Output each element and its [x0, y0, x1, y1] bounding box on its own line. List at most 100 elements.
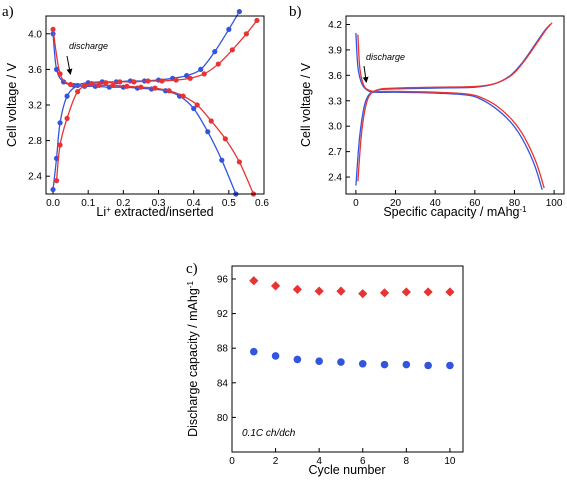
panel-b-y-tick-label: 3.9: [328, 45, 342, 56]
panel-b-x-tick-label: 20: [390, 198, 402, 209]
panel-a-data-point: [117, 79, 123, 85]
panel-c-diamond-point: [423, 287, 433, 297]
panel-b-series-line-charge: [355, 24, 551, 186]
panel-a-data-point: [57, 142, 63, 148]
panel-c-rate-annotation: 0.1C ch/dch: [242, 428, 296, 439]
panel-c-diamond-point: [401, 287, 411, 297]
panel-a-data-point: [68, 81, 74, 88]
panel-a-x-tick-label: 0.4: [187, 198, 201, 209]
panel-a-data-point: [138, 84, 144, 90]
panel-a-data-point: [194, 102, 200, 108]
panel-a-data-point: [254, 17, 260, 24]
panel-a-y-tick-label: 2.8: [28, 136, 42, 147]
panel-b-series-line-discharge: [355, 32, 543, 190]
panel-a-y-axis-title: Cell voltage / V: [5, 62, 19, 147]
panel-c-x-tick-label: 2: [273, 456, 279, 467]
panel-a-data-point: [50, 186, 56, 193]
panel-a-data-point: [166, 88, 172, 94]
panel-c-diamond-point: [358, 289, 368, 299]
panel-a-data-point: [184, 73, 190, 79]
panel-a-x-tick-label: 0.6: [255, 198, 269, 209]
panel-a-data-point: [191, 105, 197, 112]
panel-c-x-tick-label: 8: [404, 456, 410, 467]
panel-a-data-point: [215, 61, 221, 67]
panel-b-y-tick-label: 3.6: [328, 71, 342, 82]
panel-a-data-point: [219, 157, 225, 163]
panel-c-chart: c) 0 2 4 6 8 10 80 84 88 92 96 0.1C ch/dch Cycle n…: [186, 261, 464, 477]
panel-c-diamond-point: [292, 284, 302, 294]
panel-a-data-point: [159, 78, 165, 84]
panel-a-data-point: [152, 85, 158, 91]
panel-a-data-point: [205, 129, 211, 135]
panel-c-label: c): [186, 261, 198, 277]
panel-c-circle-point: [358, 359, 367, 368]
panel-a-y-tick-label: 3.2: [28, 101, 42, 112]
panel-a-data-point: [57, 120, 63, 126]
panel-c-circle-point: [380, 360, 389, 369]
panel-b-y-tick-label: 4.2: [328, 20, 342, 31]
panel-a-plot-frame: [45, 15, 265, 195]
panel-a-data-point: [243, 31, 250, 37]
panel-a-data-point: [60, 79, 67, 85]
panel-a-data-point: [208, 118, 214, 124]
panel-a-data-point: [187, 75, 193, 81]
panel-b-y-tick-label: 2.4: [328, 173, 342, 184]
panel-a-data-point: [236, 159, 242, 165]
panel-a-x-tick-label: 0.0: [46, 198, 60, 209]
panel-a-data-point: [212, 49, 218, 55]
panel-a-data-point: [198, 66, 204, 72]
panel-b-plot-frame: [345, 15, 565, 195]
panel-c-diamond-point: [336, 286, 346, 296]
panel-a-series-line-charge: [52, 11, 240, 190]
panel-a-discharge-annotation: discharge: [69, 41, 108, 51]
panel-c-y-tick-label: 88: [217, 344, 229, 355]
panel-c-x-axis-title: Cycle number: [308, 463, 385, 477]
panel-b-y-tick-label: 3.3: [328, 96, 342, 107]
panel-c-diamond-point: [379, 288, 390, 298]
panel-c-diamond-point: [249, 276, 259, 286]
panel-c-y-tick-label: 96: [217, 274, 229, 285]
panel-a-data-point: [50, 26, 56, 32]
panel-c-y-tick-label: 92: [217, 309, 229, 320]
panel-a-data-point: [103, 80, 109, 86]
panel-a-data-point: [53, 178, 60, 184]
panel-c-circle-point: [402, 360, 411, 369]
panel-a-y-tick-label: 2.4: [28, 172, 42, 183]
panel-a-data-point: [145, 78, 151, 84]
panel-b-x-tick-label: 40: [430, 198, 442, 209]
panel-a-data-point: [229, 47, 235, 53]
panel-a-x-tick-label: 0.2: [116, 198, 130, 209]
panel-a-x-tick-label: 0.5: [222, 198, 236, 209]
panel-a-data-point: [131, 79, 137, 85]
panel-a-discharge-arrow: [66, 55, 73, 75]
panel-a-data-point: [75, 89, 81, 95]
panel-c-y-tick-label: 80: [217, 413, 229, 424]
panel-c-x-tick-label: 10: [444, 456, 456, 467]
panel-b-y-axis-title: Cell voltage / V: [299, 62, 313, 147]
panel-b-x-tick-label: 80: [509, 198, 521, 209]
panel-c-diamond-point: [445, 287, 455, 297]
panel-c-y-tick-label: 84: [217, 378, 229, 389]
panel-a-data-point: [96, 82, 102, 89]
panel-c-circle-point: [315, 357, 323, 365]
panel-c-circle-point: [293, 355, 302, 364]
panel-c-diamond-point: [270, 281, 281, 291]
panel-a-data-point: [124, 83, 130, 89]
panel-a-x-tick-label: 0.1: [81, 198, 95, 209]
panel-b-discharge-arrow: [362, 65, 369, 83]
panel-a-chart: a) 0.0 0.1 0.2 0.3 0.4 0.5 0.62.42.83.23.64.0 …: [2, 4, 269, 219]
panel-b-discharge-annotation: discharge: [366, 52, 405, 62]
panel-b-series-line-discharge: [357, 34, 545, 189]
panel-a-data-point: [201, 71, 207, 77]
panel-c-x-tick-label: 0: [229, 456, 235, 467]
panel-a-x-tick-label: 0.3: [152, 198, 166, 209]
panel-a-data-point: [110, 82, 116, 89]
panel-a-data-point: [226, 26, 232, 32]
panel-c-plot-frame: [231, 265, 464, 453]
panel-a-data-point: [236, 8, 242, 15]
panel-a-label: a): [2, 4, 14, 20]
panel-b-x-tick-label: 60: [469, 198, 481, 209]
panel-a-data-point: [64, 115, 70, 121]
panel-b-chart: b) 0 20 40 60 80 100 2.4 2.7 3.0 3.3 3.6 3.9 4.2 dis…: [289, 4, 565, 219]
